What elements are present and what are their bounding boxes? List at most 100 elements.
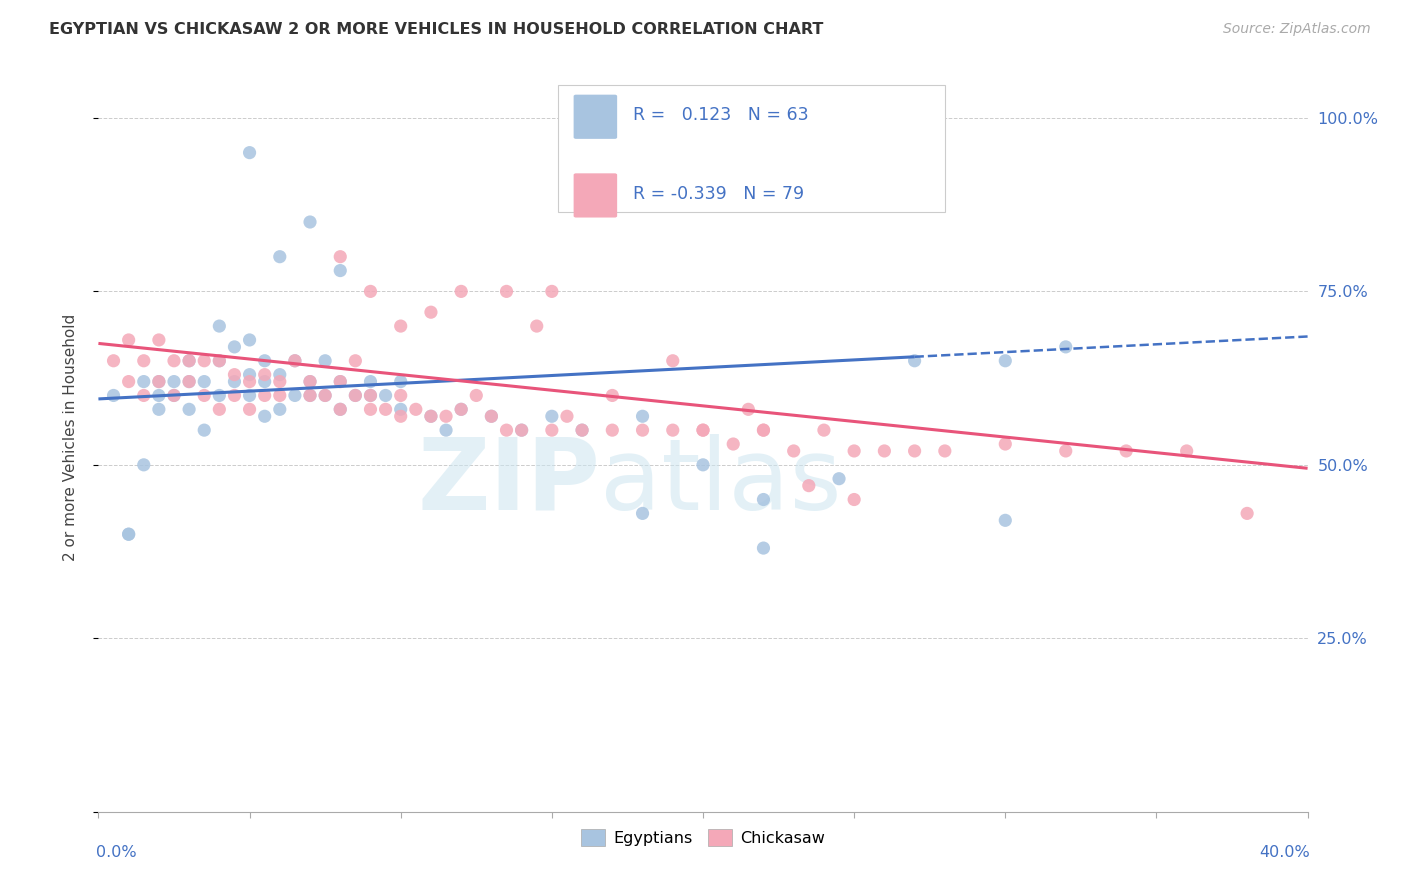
- Point: [329, 402, 352, 417]
- Point: [269, 388, 291, 402]
- Text: EGYPTIAN VS CHICKASAW 2 OR MORE VEHICLES IN HOUSEHOLD CORRELATION CHART: EGYPTIAN VS CHICKASAW 2 OR MORE VEHICLES…: [49, 22, 824, 37]
- Point: [360, 388, 382, 402]
- Point: [132, 375, 155, 389]
- Point: [813, 423, 835, 437]
- Point: [329, 263, 352, 277]
- FancyBboxPatch shape: [558, 85, 945, 212]
- Point: [797, 478, 820, 492]
- Point: [179, 353, 201, 368]
- Text: 40.0%: 40.0%: [1260, 846, 1310, 861]
- Point: [148, 375, 170, 389]
- Point: [1054, 340, 1077, 354]
- Point: [434, 409, 457, 424]
- Point: [253, 409, 276, 424]
- FancyBboxPatch shape: [574, 95, 617, 139]
- Point: [299, 215, 322, 229]
- Point: [661, 353, 683, 368]
- Point: [329, 375, 352, 389]
- Text: Source: ZipAtlas.com: Source: ZipAtlas.com: [1223, 22, 1371, 37]
- Point: [389, 388, 412, 402]
- Point: [692, 423, 714, 437]
- Point: [994, 437, 1017, 451]
- Point: [253, 388, 276, 402]
- Point: [360, 375, 382, 389]
- Point: [405, 402, 427, 417]
- Point: [631, 507, 654, 521]
- Point: [344, 353, 367, 368]
- Point: [253, 353, 276, 368]
- Point: [389, 409, 412, 424]
- Point: [844, 444, 866, 458]
- Point: [389, 319, 412, 334]
- FancyBboxPatch shape: [574, 173, 617, 218]
- Point: [904, 353, 927, 368]
- Point: [360, 402, 382, 417]
- Point: [465, 388, 488, 402]
- Point: [224, 388, 246, 402]
- Point: [239, 402, 262, 417]
- Point: [555, 409, 578, 424]
- Point: [118, 333, 141, 347]
- Point: [239, 388, 262, 402]
- Point: [661, 423, 683, 437]
- Point: [208, 319, 231, 334]
- Point: [314, 388, 336, 402]
- Point: [208, 353, 231, 368]
- Point: [752, 541, 775, 555]
- Text: R =   0.123   N = 63: R = 0.123 N = 63: [633, 106, 808, 124]
- Point: [163, 375, 186, 389]
- Point: [1175, 444, 1198, 458]
- Point: [193, 423, 215, 437]
- Point: [299, 388, 322, 402]
- Point: [163, 388, 186, 402]
- Point: [193, 388, 215, 402]
- Point: [450, 402, 472, 417]
- Point: [163, 353, 186, 368]
- Point: [179, 375, 201, 389]
- Point: [844, 492, 866, 507]
- Point: [495, 285, 517, 299]
- Point: [631, 423, 654, 437]
- Point: [450, 402, 472, 417]
- Point: [481, 409, 503, 424]
- Point: [208, 353, 231, 368]
- Point: [571, 423, 593, 437]
- Point: [329, 402, 352, 417]
- Point: [420, 305, 443, 319]
- Point: [783, 444, 806, 458]
- Point: [737, 402, 759, 417]
- Text: ZIP: ZIP: [418, 434, 600, 531]
- Point: [118, 375, 141, 389]
- Point: [994, 353, 1017, 368]
- Point: [631, 409, 654, 424]
- Y-axis label: 2 or more Vehicles in Household: 2 or more Vehicles in Household: [63, 313, 77, 561]
- Point: [904, 444, 927, 458]
- Point: [132, 388, 155, 402]
- Point: [284, 353, 307, 368]
- Text: R = -0.339   N = 79: R = -0.339 N = 79: [633, 185, 804, 202]
- Point: [118, 527, 141, 541]
- Text: atlas: atlas: [600, 434, 842, 531]
- Point: [269, 402, 291, 417]
- Point: [1115, 444, 1137, 458]
- Point: [374, 388, 396, 402]
- Point: [284, 353, 307, 368]
- Point: [434, 423, 457, 437]
- Point: [495, 423, 517, 437]
- Point: [224, 340, 246, 354]
- Point: [723, 437, 745, 451]
- Point: [752, 423, 775, 437]
- Point: [224, 375, 246, 389]
- Point: [692, 423, 714, 437]
- Point: [344, 388, 367, 402]
- Point: [420, 409, 443, 424]
- Point: [299, 388, 322, 402]
- Point: [299, 375, 322, 389]
- Point: [752, 492, 775, 507]
- Point: [510, 423, 533, 437]
- Point: [179, 375, 201, 389]
- Point: [118, 527, 141, 541]
- Point: [163, 388, 186, 402]
- Point: [314, 388, 336, 402]
- Point: [360, 388, 382, 402]
